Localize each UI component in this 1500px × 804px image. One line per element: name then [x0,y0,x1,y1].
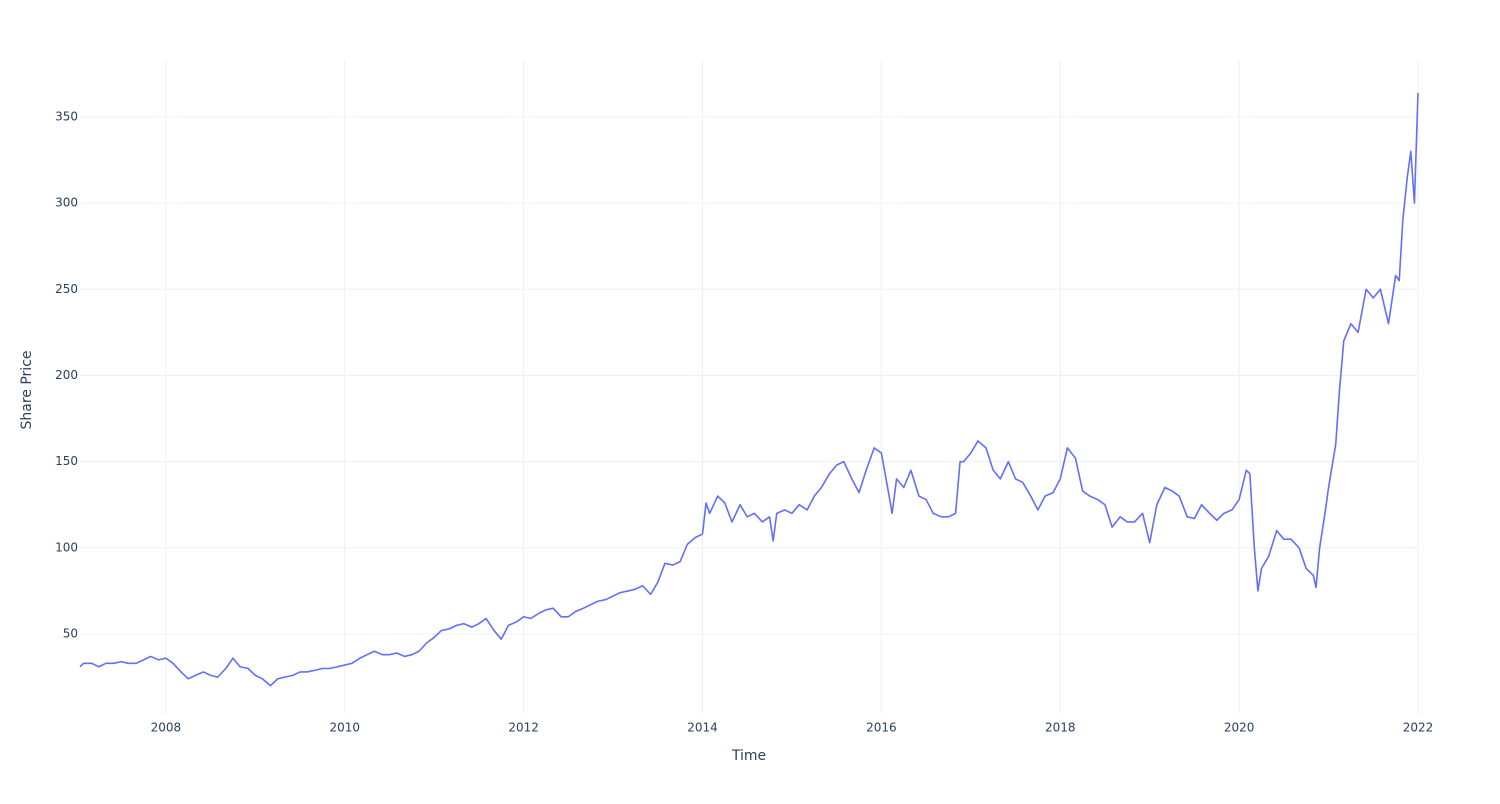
x-tick-label: 2022 [1403,721,1434,735]
y-tick-label: 250 [55,282,78,296]
y-tick-label: 100 [55,540,78,554]
y-tick-label: 200 [55,368,78,382]
y-tick-label: 350 [55,109,78,123]
x-axis-title: Time [731,748,766,764]
x-tick-label: 2008 [151,721,182,735]
y-tick-label: 300 [55,196,78,210]
x-tick-label: 2016 [866,721,897,735]
x-tick-label: 2010 [329,721,360,735]
x-tick-label: 2018 [1045,721,1076,735]
y-axis-title: Share Price [19,350,35,429]
price-line [79,92,1419,687]
x-tick-label: 2012 [508,721,539,735]
y-tick-label: 50 [63,627,78,641]
y-tick-label: 150 [55,454,78,468]
x-tick-label: 2014 [687,721,718,735]
x-tick-label: 2020 [1224,721,1255,735]
